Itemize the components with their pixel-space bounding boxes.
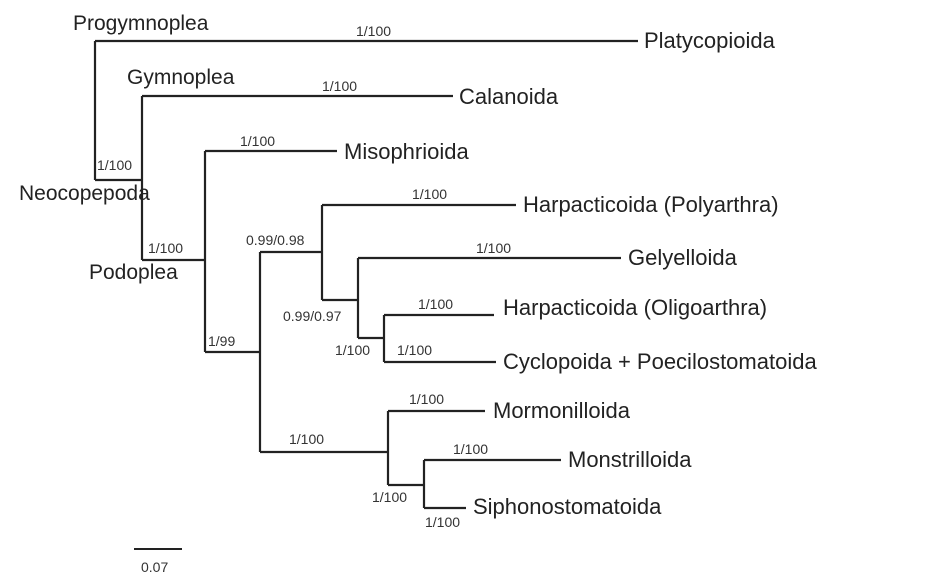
taxon-cyclopoida-poecilostomatoida: Cyclopoida + Poecilostomatoida: [503, 349, 817, 374]
scale-bar-group: 0.07: [134, 548, 182, 575]
clade-gymnoplea: Gymnoplea: [127, 66, 235, 89]
support-calanoida: 1/100: [322, 78, 357, 94]
support-monstrilloida: 1/100: [453, 441, 488, 457]
support-mormonilloida: 1/100: [409, 391, 444, 407]
support-harpacticoida-polyarthra: 1/100: [412, 186, 447, 202]
clade-neocopepoda: Neocopepoda: [19, 182, 150, 205]
support-platycopioida: 1/100: [356, 23, 391, 39]
tree-branches: [93, 39, 638, 510]
taxon-harpacticoida-polyarthra: Harpacticoida (Polyarthra): [523, 192, 779, 217]
taxon-labels: Platycopioida Calanoida Misophrioida Har…: [344, 28, 817, 519]
support-mormo-clade: 1/100: [289, 431, 324, 447]
support-node-099-098: 0.99/0.98: [246, 232, 305, 248]
taxon-platycopioida: Platycopioida: [644, 28, 776, 53]
support-monstri-node: 1/100: [372, 489, 407, 505]
taxon-mormonilloida: Mormonilloida: [493, 398, 631, 423]
support-harpacticoida-oligoarthra: 1/100: [418, 296, 453, 312]
support-values: 1/100 1/100 1/100 1/100 1/100 1/100 0.99…: [97, 23, 511, 530]
scale-bar-label: 0.07: [141, 559, 168, 575]
taxon-misophrioida: Misophrioida: [344, 139, 469, 164]
clade-labels: Progymnoplea Gymnoplea Neocopepoda Podop…: [19, 12, 235, 284]
support-node-1-99: 1/99: [208, 333, 235, 349]
clade-progymnoplea: Progymnoplea: [73, 12, 209, 35]
support-gelyelloida: 1/100: [476, 240, 511, 256]
taxon-gelyelloida: Gelyelloida: [628, 245, 738, 270]
taxon-harpacticoida-oligoarthra: Harpacticoida (Oligoarthra): [503, 295, 767, 320]
clade-podoplea: Podoplea: [89, 261, 178, 284]
support-cyclopoida-poecilostomatoida: 1/100: [397, 342, 432, 358]
support-node-099-097: 0.99/0.97: [283, 308, 342, 324]
support-neocopepoda: 1/100: [97, 157, 132, 173]
support-misophrioida: 1/100: [240, 133, 275, 149]
support-harp-cyclo-node: 1/100: [335, 342, 370, 358]
taxon-calanoida: Calanoida: [459, 84, 559, 109]
taxon-siphonostomatoida: Siphonostomatoida: [473, 494, 662, 519]
support-podoplea: 1/100: [148, 240, 183, 256]
taxon-monstrilloida: Monstrilloida: [568, 447, 692, 472]
support-siphonostomatoida: 1/100: [425, 514, 460, 530]
